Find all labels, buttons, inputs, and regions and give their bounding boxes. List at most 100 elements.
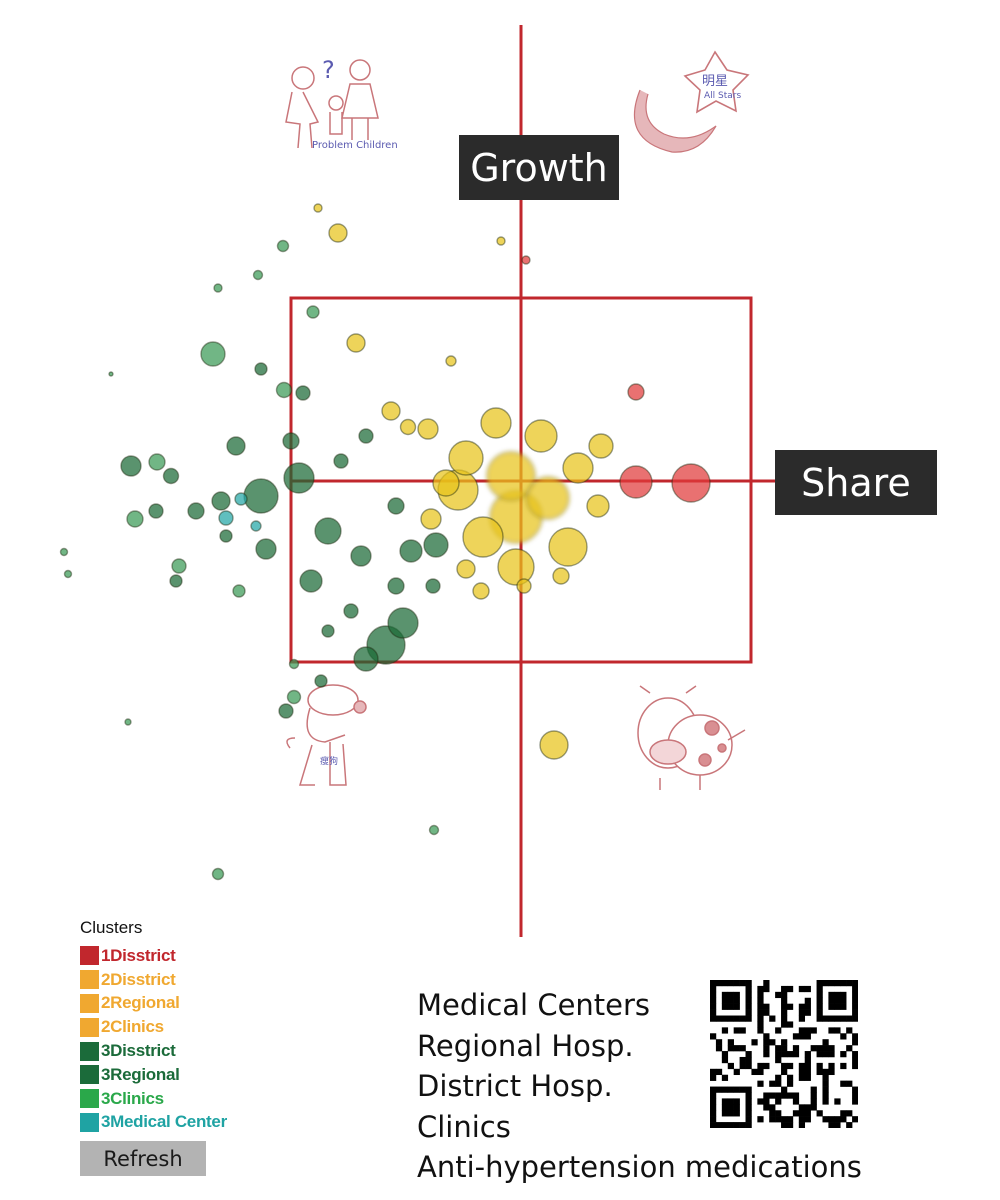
data-point[interactable] [211,867,225,881]
data-point[interactable] [250,520,262,532]
note-medical-centers: Medical Centers [417,988,651,1022]
data-point[interactable] [420,508,442,530]
data-point[interactable] [234,492,248,506]
data-point[interactable] [333,453,349,469]
data-point[interactable] [486,451,536,501]
data-point[interactable] [539,730,569,760]
data-point[interactable] [278,703,294,719]
data-point[interactable] [200,341,226,367]
data-point[interactable] [619,465,653,499]
data-point[interactable] [299,569,323,593]
data-point[interactable] [671,463,711,503]
data-point[interactable] [387,577,405,595]
legend-item[interactable]: 3Disstrict [80,1039,320,1063]
data-point[interactable] [423,532,449,558]
data-point[interactable] [480,407,512,439]
data-point[interactable] [552,567,570,585]
data-point[interactable] [353,646,379,672]
data-point[interactable] [328,223,348,243]
data-point[interactable] [387,607,419,639]
data-point[interactable] [283,462,315,494]
data-point[interactable] [218,510,234,526]
data-point[interactable] [306,305,320,319]
data-point[interactable] [295,385,311,401]
legend-item[interactable]: 2Regional [80,992,320,1016]
data-point[interactable] [148,453,166,471]
series-2disstrict [313,203,614,760]
data-point[interactable] [497,548,535,586]
legend-item[interactable]: 3Clinics [80,1087,320,1111]
data-point[interactable] [211,491,231,511]
data-point[interactable] [254,362,268,376]
refresh-button[interactable]: Refresh [80,1141,206,1176]
data-point[interactable] [314,517,342,545]
legend-item[interactable]: 2Clinics [80,1015,320,1039]
data-point[interactable] [548,527,588,567]
series-3medical-center [218,492,262,532]
legend-swatch [80,1089,99,1109]
data-point[interactable] [562,452,594,484]
data-point[interactable] [148,503,164,519]
data-point[interactable] [588,433,614,459]
data-point[interactable] [521,255,531,265]
data-point[interactable] [496,236,506,246]
data-point[interactable] [627,383,645,401]
legend-swatch [80,1017,99,1037]
data-point[interactable] [232,584,246,598]
data-point[interactable] [286,689,302,705]
data-point[interactable] [346,333,366,353]
data-point[interactable] [399,418,417,436]
data-point[interactable] [526,476,570,520]
data-point[interactable] [255,538,277,560]
data-point[interactable] [417,418,439,440]
data-point[interactable] [350,545,372,567]
data-point[interactable] [387,497,405,515]
data-point[interactable] [275,381,293,399]
data-point[interactable] [314,674,328,688]
data-point[interactable] [187,502,205,520]
data-point[interactable] [252,269,264,281]
data-point[interactable] [428,824,440,836]
data-point[interactable] [432,469,460,497]
data-point[interactable] [516,578,532,594]
legend-item[interactable]: 3Medical Center [80,1111,320,1135]
data-point[interactable] [586,494,610,518]
data-point[interactable] [162,467,180,485]
legend-item[interactable]: 1Disstrict [80,944,320,968]
data-point[interactable] [425,578,441,594]
data-point[interactable] [63,569,73,579]
data-point[interactable] [169,574,183,588]
data-point[interactable] [462,516,504,558]
legend-label: 1Disstrict [101,945,176,965]
data-point[interactable] [343,603,359,619]
data-point[interactable] [243,478,279,514]
data-point[interactable] [226,436,246,456]
data-point[interactable] [399,539,423,563]
data-point[interactable] [120,455,142,477]
data-point[interactable] [124,718,132,726]
data-point[interactable] [171,558,187,574]
data-point[interactable] [213,283,223,293]
qr-code-icon[interactable] [710,980,858,1128]
data-point[interactable] [126,510,144,528]
data-point[interactable] [358,428,374,444]
legend-swatch [80,993,99,1013]
data-point[interactable] [445,355,457,367]
data-point[interactable] [108,371,114,377]
data-point[interactable] [321,624,335,638]
data-point[interactable] [219,529,233,543]
data-point[interactable] [472,582,490,600]
data-point[interactable] [456,559,476,579]
data-point[interactable] [313,203,323,213]
data-point[interactable] [381,401,401,421]
data-point[interactable] [276,239,290,253]
data-point[interactable] [448,440,484,476]
data-point[interactable] [288,658,300,670]
legend-swatch [80,970,99,990]
legend-item[interactable]: 2Disstrict [80,968,320,992]
data-point[interactable] [524,419,558,453]
data-point[interactable] [282,432,300,450]
data-point[interactable] [59,547,69,557]
legend-item[interactable]: 3Regional [80,1063,320,1087]
